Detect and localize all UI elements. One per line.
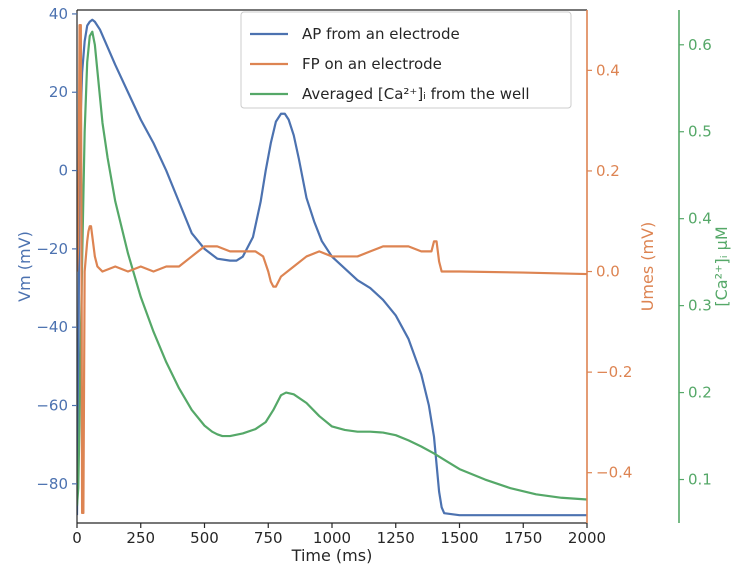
x-tick-label: 1250	[377, 529, 415, 547]
vm-axis-label: Vm (mV)	[15, 231, 34, 302]
x-tick-label: 2000	[568, 529, 606, 547]
ca-tick-label: 0.5	[688, 123, 712, 141]
ca-tick-label: 0.6	[688, 36, 712, 54]
ca-axis-label: [Ca²⁺]ᵢ μM	[712, 226, 731, 306]
um-tick-label: −0.4	[596, 464, 632, 482]
legend-entry: FP on an electrode	[302, 55, 442, 73]
legend: AP from an electrode FP on an electrode Av…	[240, 11, 572, 109]
axes-layer: 0 250 500 750 1000 1250 1500 1750 2000 Time (ms) −…	[15, 5, 731, 565]
ca-tick-label: 0.4	[688, 210, 712, 228]
x-tick-label: 1000	[313, 529, 351, 547]
ca-tick-label: 0.3	[688, 297, 712, 315]
um-axis-label: Umes (mV)	[638, 222, 657, 312]
um-tick-label: 0.2	[596, 162, 620, 180]
vm-tick-label: −40	[36, 318, 68, 336]
x-tick-label: 250	[126, 529, 155, 547]
x-tick-label: 0	[72, 529, 82, 547]
x-tick-label: 1750	[504, 529, 542, 547]
ca-tick-label: 0.2	[688, 384, 712, 402]
um-tick-label: 0.4	[596, 61, 620, 79]
vm-tick-label: 40	[49, 5, 68, 23]
vm-tick-label: 0	[58, 162, 68, 180]
vm-tick-label: −80	[36, 475, 68, 493]
legend-entry: Averaged [Ca²⁺]ᵢ from the well	[302, 85, 530, 103]
vm-tick-label: 20	[49, 83, 68, 101]
x-axis-label: Time (ms)	[291, 546, 373, 565]
x-tick-label: 1500	[440, 529, 478, 547]
x-tick-label: 750	[254, 529, 283, 547]
x-tick-label: 500	[190, 529, 219, 547]
ca-tick-label: 0.1	[688, 471, 712, 489]
vm-tick-label: −60	[36, 397, 68, 415]
vm-tick-label: −20	[36, 240, 68, 258]
series-line-ap	[77, 18, 587, 517]
um-tick-label: 0.0	[596, 263, 620, 281]
series-line-ca	[77, 30, 587, 506]
legend-entry: AP from an electrode	[302, 25, 460, 43]
um-tick-label: −0.2	[596, 363, 632, 381]
series-line-fp	[77, 23, 587, 515]
series-layer	[77, 18, 587, 517]
legend-box	[240, 11, 572, 109]
